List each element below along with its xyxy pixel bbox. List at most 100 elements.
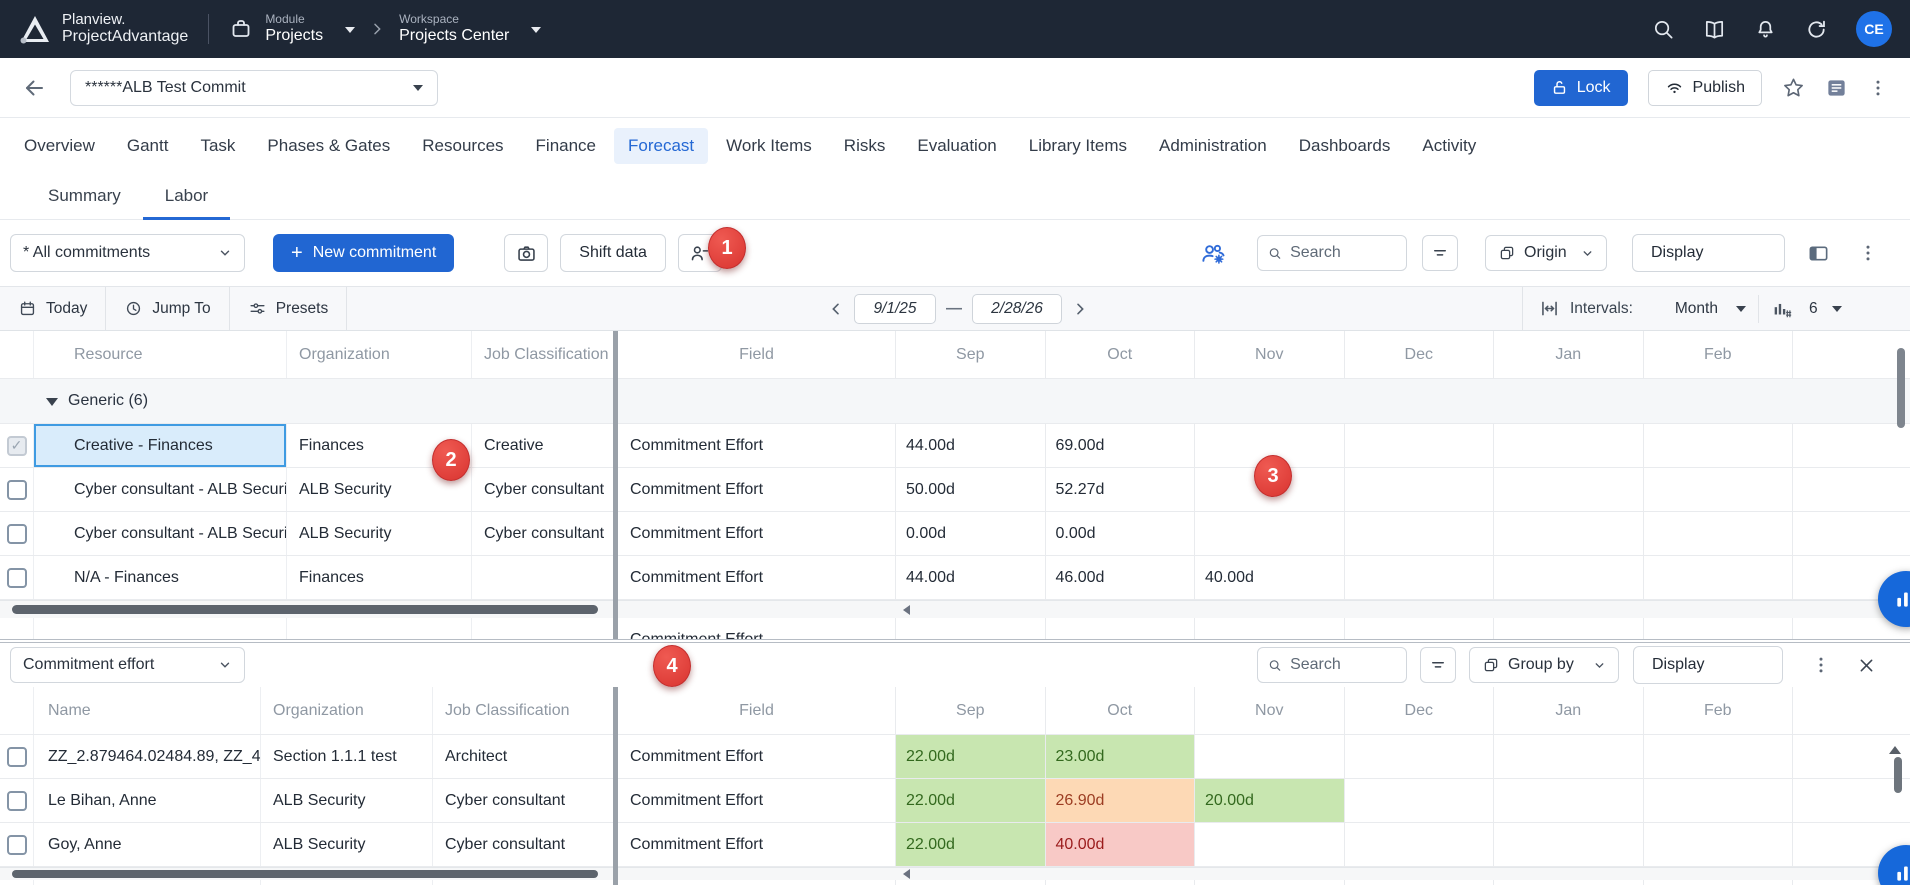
cell-field[interactable]: Commitment Effort xyxy=(618,468,895,511)
cell-month-value[interactable]: 22.00d xyxy=(895,735,1045,778)
grid1-vertical-scrollbar[interactable] xyxy=(1897,348,1905,428)
origin-grouping-dropdown[interactable]: Origin xyxy=(1485,235,1607,271)
more-options-kebab-icon[interactable] xyxy=(1868,78,1888,98)
column-header-job-classification[interactable]: Job Classification xyxy=(471,331,613,378)
cell-month-value[interactable] xyxy=(1493,512,1643,555)
tab-library-items[interactable]: Library Items xyxy=(1015,128,1141,164)
interval-count-value[interactable]: 6 xyxy=(1809,300,1818,318)
more-options-kebab-icon[interactable] xyxy=(1858,243,1878,263)
row-checkbox[interactable] xyxy=(7,436,27,456)
cell-name[interactable]: Creative - Finances xyxy=(34,424,286,467)
cell-field[interactable]: Commitment Effort xyxy=(618,880,895,885)
cell-month-value[interactable] xyxy=(1643,468,1793,511)
cell-month-value[interactable] xyxy=(1194,512,1344,555)
cell-job-classification[interactable] xyxy=(471,556,613,599)
cell-month-value[interactable]: 0.00d xyxy=(1045,512,1195,555)
cell-month-value[interactable] xyxy=(1344,779,1494,822)
column-header-resource[interactable]: Resource xyxy=(34,331,286,378)
date-from-input[interactable] xyxy=(854,294,936,324)
column-header-organization[interactable]: Organization xyxy=(260,687,432,734)
refresh-icon[interactable] xyxy=(1805,18,1828,41)
cell-name[interactable]: Cyber consultant - ALB Securit xyxy=(34,468,286,511)
column-header-dec[interactable]: Dec xyxy=(1344,687,1494,734)
cell-name[interactable]: ZZ_2.879464.02484.89, ZZ_4( xyxy=(34,735,260,778)
table-row[interactable]: N/A - FinancesFinancesCommitment Effort4… xyxy=(0,556,1910,600)
subtab-labor[interactable]: Labor xyxy=(143,175,230,220)
tab-gantt[interactable]: Gantt xyxy=(113,128,183,164)
cell-job-classification[interactable]: Cyber consultant xyxy=(471,512,613,555)
cell-month-value[interactable] xyxy=(1643,424,1793,467)
cell-organization[interactable]: Section 1.1.1 test xyxy=(260,735,432,778)
cell-name[interactable]: N/A - Finances xyxy=(34,556,286,599)
cell-month-value[interactable] xyxy=(1194,823,1344,866)
table-row[interactable]: Cyber consultant - ALB SecuritALB Securi… xyxy=(0,512,1910,556)
cell-month-value[interactable]: 50.00d xyxy=(895,468,1045,511)
help-book-icon[interactable] xyxy=(1703,18,1726,41)
column-header-name[interactable]: Name xyxy=(34,687,260,734)
cell-job-classification[interactable]: Cyber consultant xyxy=(432,823,613,866)
date-to-input[interactable] xyxy=(972,294,1062,324)
grid2-scroll-up-arrow-icon[interactable] xyxy=(1889,740,1901,754)
publish-button[interactable]: Publish xyxy=(1648,70,1762,106)
cell-month-value[interactable] xyxy=(1643,735,1793,778)
cell-field[interactable]: Commitment Effort xyxy=(618,424,895,467)
workspace-switcher[interactable]: Workspace Projects Center xyxy=(399,13,541,45)
tab-task[interactable]: Task xyxy=(186,128,249,164)
row-checkbox[interactable] xyxy=(7,835,27,855)
cell-organization[interactable]: ALB Security xyxy=(260,779,432,822)
presets-button[interactable]: Presets xyxy=(230,287,348,330)
cell-name[interactable]: Le Bihan, Anne xyxy=(34,779,260,822)
display-button[interactable]: Display xyxy=(1633,646,1783,684)
table-row[interactable]: Le Bihan, AnneALB SecurityCyber consulta… xyxy=(0,779,1910,823)
cell-field[interactable]: Commitment Effort xyxy=(618,512,895,555)
previous-period-icon[interactable] xyxy=(828,301,844,317)
cell-month-value[interactable]: 0.00d xyxy=(895,512,1045,555)
row-checkbox[interactable] xyxy=(7,791,27,811)
cell-month-value[interactable] xyxy=(1344,468,1494,511)
cell-month-value[interactable] xyxy=(1493,823,1643,866)
cell-month-value[interactable] xyxy=(1643,823,1793,866)
close-panel-icon[interactable] xyxy=(1857,656,1876,675)
column-header-oct[interactable]: Oct xyxy=(1045,331,1195,378)
column-header-dec[interactable]: Dec xyxy=(1344,331,1494,378)
grid2-search[interactable] xyxy=(1257,647,1407,683)
cell-organization[interactable]: ALB Security xyxy=(260,823,432,866)
grid2-horizontal-scrollbar[interactable] xyxy=(0,867,1910,880)
cell-month-value[interactable]: 46.00d xyxy=(1045,556,1195,599)
cell-job-classification[interactable]: Creative xyxy=(471,424,613,467)
tab-risks[interactable]: Risks xyxy=(830,128,900,164)
cell-month-value[interactable] xyxy=(1493,556,1643,599)
cell-name[interactable]: Cyber consultant - ALB Securit xyxy=(34,512,286,555)
cell-month-value[interactable] xyxy=(1493,424,1643,467)
column-header-field[interactable]: Field xyxy=(618,331,895,378)
cell-organization[interactable]: ALB Security xyxy=(286,512,471,555)
row-checkbox[interactable] xyxy=(7,747,27,767)
column-header-sep[interactable]: Sep xyxy=(895,687,1045,734)
cell-job-classification[interactable]: Cyber consultant xyxy=(432,779,613,822)
shift-data-button[interactable]: Shift data xyxy=(560,234,666,272)
cell-month-value[interactable]: 23.00d xyxy=(1045,735,1195,778)
scrollbar-thumb[interactable] xyxy=(12,870,598,878)
tab-dashboards[interactable]: Dashboards xyxy=(1285,128,1405,164)
comments-icon[interactable] xyxy=(1825,76,1848,99)
subtab-summary[interactable]: Summary xyxy=(26,175,143,220)
user-avatar[interactable]: CE xyxy=(1856,11,1892,47)
tab-evaluation[interactable]: Evaluation xyxy=(903,128,1010,164)
cell-month-value[interactable]: 40.00d xyxy=(1194,556,1344,599)
scroll-left-arrow-icon[interactable] xyxy=(898,605,910,615)
cell-month-value[interactable] xyxy=(1344,556,1494,599)
grid1-horizontal-scrollbar[interactable] xyxy=(0,600,1910,618)
cell-month-value[interactable] xyxy=(1344,512,1494,555)
today-button[interactable]: Today xyxy=(0,287,106,330)
column-header-sep[interactable]: Sep xyxy=(895,331,1045,378)
cell-month-value[interactable] xyxy=(1493,779,1643,822)
cell-job-classification[interactable]: Cyber consultant xyxy=(471,468,613,511)
cell-month-value[interactable] xyxy=(1643,779,1793,822)
cell-month-value[interactable]: 22.00d xyxy=(895,823,1045,866)
lock-button[interactable]: Lock xyxy=(1534,70,1628,106)
side-panel-toggle-icon[interactable] xyxy=(1807,242,1830,265)
notifications-bell-icon[interactable] xyxy=(1754,18,1777,41)
interval-value[interactable]: Month xyxy=(1675,300,1718,318)
column-header-jan[interactable]: Jan xyxy=(1493,331,1643,378)
cell-field[interactable]: Commitment Effort xyxy=(618,779,895,822)
